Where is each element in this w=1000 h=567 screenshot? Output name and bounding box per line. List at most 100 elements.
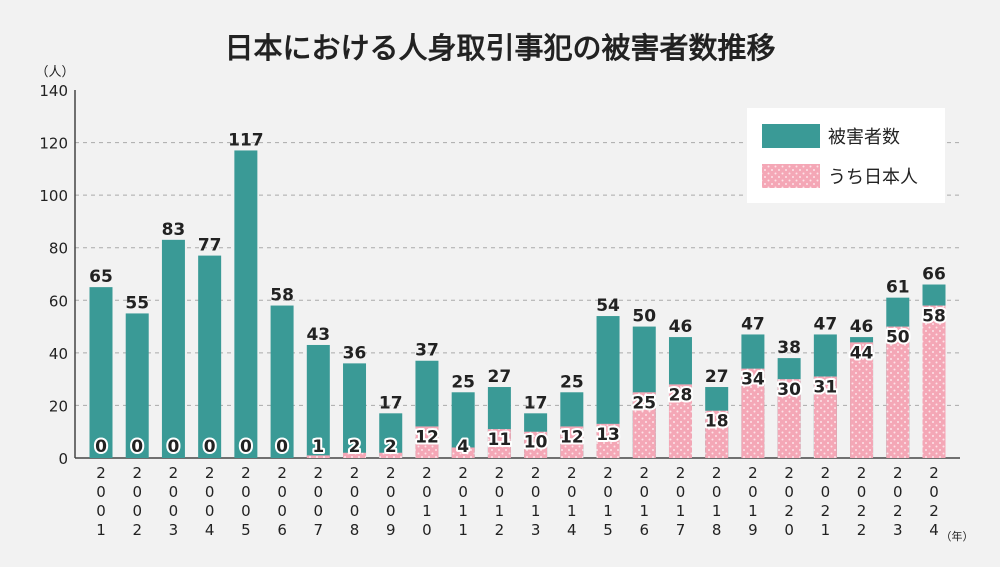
legend: 被害者数 うち日本人 [747, 108, 945, 203]
y-tick-label: 80 [49, 240, 68, 258]
bar-japanese [668, 384, 692, 458]
bar-total [596, 316, 620, 458]
bar-total [343, 363, 367, 458]
y-tick-label: 100 [39, 187, 68, 205]
data-label-japanese: 11 [488, 430, 512, 450]
data-label-japanese: 25 [632, 393, 656, 413]
bar-japanese [487, 429, 511, 458]
legend-label-japanese: うち日本人 [828, 167, 918, 188]
data-label-total: 47 [814, 314, 838, 334]
data-label-total: 77 [198, 236, 222, 256]
data-label-total: 66 [922, 265, 946, 285]
bar-japanese [777, 379, 801, 458]
chart-title: 日本における人身取引事犯の被害者数推移 [224, 31, 775, 65]
bar-japanese [850, 342, 874, 458]
legend-box [747, 108, 945, 203]
y-tick-label: 40 [49, 345, 68, 363]
data-label-japanese: 0 [131, 437, 143, 457]
bar-total [451, 392, 475, 458]
data-label-japanese: 0 [168, 437, 180, 457]
data-label-total: 27 [488, 367, 512, 387]
bar-total [270, 305, 294, 458]
data-label-japanese: 2 [349, 437, 361, 457]
data-label-japanese: 44 [850, 343, 874, 363]
data-label-total: 54 [596, 296, 620, 316]
data-label-japanese: 12 [415, 427, 439, 447]
bar-total [379, 413, 403, 458]
bar-japanese [343, 452, 367, 458]
data-label-total: 61 [886, 278, 910, 298]
bar-total [306, 344, 330, 458]
bar-japanese [632, 392, 656, 458]
data-label-japanese: 0 [204, 437, 216, 457]
data-label-total: 25 [560, 372, 584, 392]
legend-label-total: 被害者数 [828, 127, 900, 148]
data-label-total: 25 [451, 372, 475, 392]
data-label-japanese: 18 [705, 412, 729, 432]
y-tick-label: 140 [39, 82, 68, 100]
bar-total [125, 313, 149, 458]
data-label-japanese: 28 [669, 385, 693, 405]
data-label-total: 36 [343, 343, 367, 363]
data-label-total: 65 [89, 267, 113, 287]
data-label-total: 58 [270, 286, 294, 306]
bar-japanese [922, 305, 946, 458]
y-tick-label: 20 [49, 397, 68, 415]
bar-japanese [524, 431, 548, 458]
y-tick-label: 60 [49, 292, 68, 310]
data-label-total: 47 [741, 314, 765, 334]
data-label-japanese: 4 [457, 437, 469, 457]
data-label-total: 55 [125, 293, 149, 313]
y-tick-label: 120 [39, 135, 68, 153]
bars [89, 150, 946, 458]
bar-total [89, 287, 113, 458]
bar-total [161, 239, 185, 458]
data-label-total: 38 [777, 338, 801, 358]
data-label-total: 37 [415, 341, 439, 361]
data-label-japanese: 0 [240, 437, 252, 457]
data-label-total: 50 [632, 307, 656, 327]
x-axis-unit: （年） [941, 529, 974, 543]
data-label-total: 17 [524, 393, 548, 413]
data-label-japanese: 12 [560, 427, 584, 447]
bar-total [234, 150, 258, 458]
data-label-japanese: 58 [922, 307, 946, 327]
y-tick-label: 0 [58, 450, 68, 468]
data-label-total: 27 [705, 367, 729, 387]
bar-japanese [306, 455, 330, 458]
bar-japanese [379, 452, 403, 458]
bar-japanese [705, 410, 729, 458]
data-label-total: 46 [669, 317, 693, 337]
data-label-total: 83 [162, 220, 186, 240]
data-labels: 65 0 55 0 83 0 77 0 117 0 58 0 43 1 36 2 17 2 37 12 25 4 27 11 1… [89, 130, 948, 459]
bar-japanese [451, 447, 475, 458]
bar-japanese [415, 426, 439, 458]
bar-japanese [813, 376, 837, 458]
data-label-japanese: 10 [524, 433, 548, 453]
data-label-japanese: 0 [95, 437, 107, 457]
data-label-japanese: 13 [596, 425, 620, 445]
bar-total [198, 255, 222, 458]
data-label-japanese: 2 [385, 437, 397, 457]
data-label-japanese: 34 [741, 370, 765, 390]
